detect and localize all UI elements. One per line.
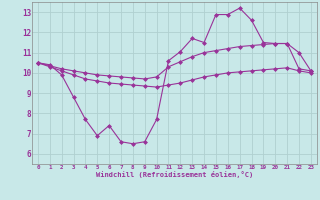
X-axis label: Windchill (Refroidissement éolien,°C): Windchill (Refroidissement éolien,°C) — [96, 171, 253, 178]
